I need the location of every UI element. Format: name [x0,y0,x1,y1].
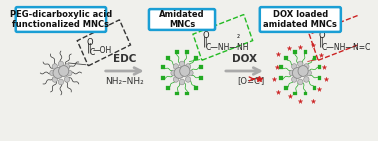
Text: C—NH—NH: C—NH—NH [205,43,249,52]
Bar [185,92,189,95]
Bar [309,14,371,60]
Bar [313,56,316,60]
Circle shape [59,66,69,76]
Text: PEG-dicarboxylic acid
functionalized MNCs: PEG-dicarboxylic acid functionalized MNC… [10,10,112,29]
FancyBboxPatch shape [260,7,341,32]
Circle shape [64,64,70,69]
Bar [193,15,253,60]
FancyBboxPatch shape [149,9,215,30]
Bar [279,76,283,81]
Circle shape [53,68,63,78]
Text: O: O [86,38,93,47]
Circle shape [289,70,294,76]
Circle shape [171,70,176,76]
Circle shape [64,77,70,82]
Circle shape [174,68,184,78]
Circle shape [52,64,57,69]
Text: DOX loaded
amidated MNCs: DOX loaded amidated MNCs [263,10,337,29]
Bar [304,92,307,95]
Text: DOX: DOX [232,54,257,64]
Bar [279,66,283,70]
Bar [175,50,179,54]
Circle shape [185,77,191,82]
Circle shape [179,79,185,85]
Bar [313,86,316,90]
Text: Amidated
MNCs: Amidated MNCs [159,10,205,29]
Bar [200,76,203,81]
Circle shape [293,68,303,78]
Circle shape [291,77,297,82]
Circle shape [304,77,309,82]
Bar [185,50,189,54]
Circle shape [185,64,191,69]
Bar [318,66,321,70]
Bar [293,92,297,95]
Bar [284,86,288,90]
Text: O: O [202,31,209,40]
Text: NH₂–NH₂: NH₂–NH₂ [105,77,144,86]
Circle shape [304,64,309,69]
Text: —OH: —OH [93,46,112,55]
Text: ‖: ‖ [319,37,324,47]
Circle shape [297,79,303,85]
Circle shape [297,61,303,67]
Bar [293,50,297,54]
Circle shape [58,79,64,85]
Text: EDC: EDC [113,54,136,64]
Bar [166,86,170,90]
Bar [200,66,203,70]
FancyBboxPatch shape [16,7,106,32]
Circle shape [306,70,311,76]
Text: ₂: ₂ [237,31,240,40]
Circle shape [52,77,57,82]
Bar [304,50,307,54]
Circle shape [188,70,193,76]
Text: ]: ] [260,76,263,85]
Bar [194,56,198,60]
Text: [O=C: [O=C [237,76,260,85]
Circle shape [291,64,297,69]
Bar [166,56,170,60]
Text: O: O [319,31,325,40]
Bar [161,76,164,81]
Text: ‖: ‖ [87,43,91,53]
Bar [175,92,179,95]
Circle shape [67,70,72,76]
Bar [284,56,288,60]
Circle shape [298,66,308,76]
Bar [77,20,130,66]
Text: C: C [90,48,95,57]
Bar [161,66,164,70]
Text: ‖: ‖ [203,37,207,47]
Bar [194,86,198,90]
Circle shape [173,64,179,69]
Circle shape [58,61,64,67]
Circle shape [50,70,55,76]
Circle shape [173,77,179,82]
Circle shape [179,61,185,67]
Text: C—NH—N=C: C—NH—N=C [322,43,371,52]
Circle shape [180,66,190,76]
Bar [318,76,321,81]
